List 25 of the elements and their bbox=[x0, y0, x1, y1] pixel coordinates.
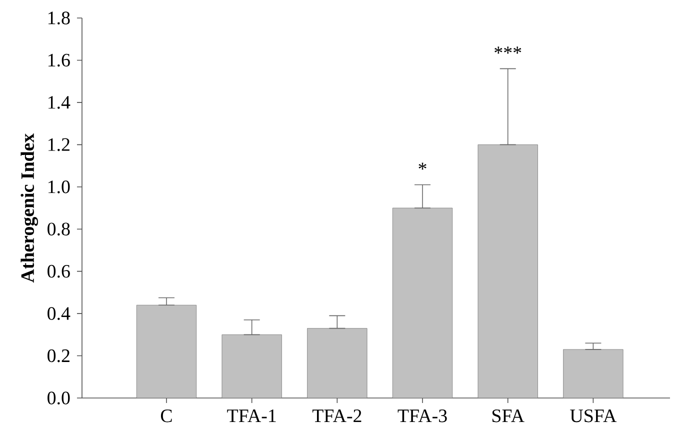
y-tick-label: 0.0 bbox=[48, 392, 70, 404]
x-tick-label: TFA-2 bbox=[312, 410, 362, 422]
y-tick-label: 0.6 bbox=[48, 264, 70, 278]
y-tick-label: 1.6 bbox=[48, 54, 70, 67]
annotation: *** bbox=[494, 46, 522, 54]
x-tick-label: TFA-1 bbox=[227, 410, 276, 422]
y-tick-label: 1.2 bbox=[48, 138, 70, 152]
x-tick-label: USFA bbox=[570, 410, 617, 422]
x-tick-label: SFA bbox=[492, 410, 524, 422]
bar bbox=[136, 304, 197, 398]
x-tick-label: TFA-3 bbox=[398, 410, 447, 422]
y-tick-label: 0.2 bbox=[48, 349, 70, 362]
bar bbox=[392, 208, 453, 398]
y-tick-label: 1.0 bbox=[48, 180, 70, 194]
y-tick-label: 0.8 bbox=[48, 222, 70, 236]
x-tick-label: C bbox=[160, 410, 172, 422]
bar bbox=[563, 349, 624, 398]
y-tick-label: 1.8 bbox=[48, 12, 70, 24]
y-tick-label: 1.4 bbox=[48, 96, 70, 109]
y-tick-label: 0.4 bbox=[48, 307, 70, 320]
bar bbox=[478, 144, 538, 398]
bar bbox=[307, 328, 368, 398]
annotation: * bbox=[418, 162, 426, 170]
bar bbox=[222, 334, 282, 398]
y-axis-title: Atherogenic Index bbox=[20, 133, 38, 283]
